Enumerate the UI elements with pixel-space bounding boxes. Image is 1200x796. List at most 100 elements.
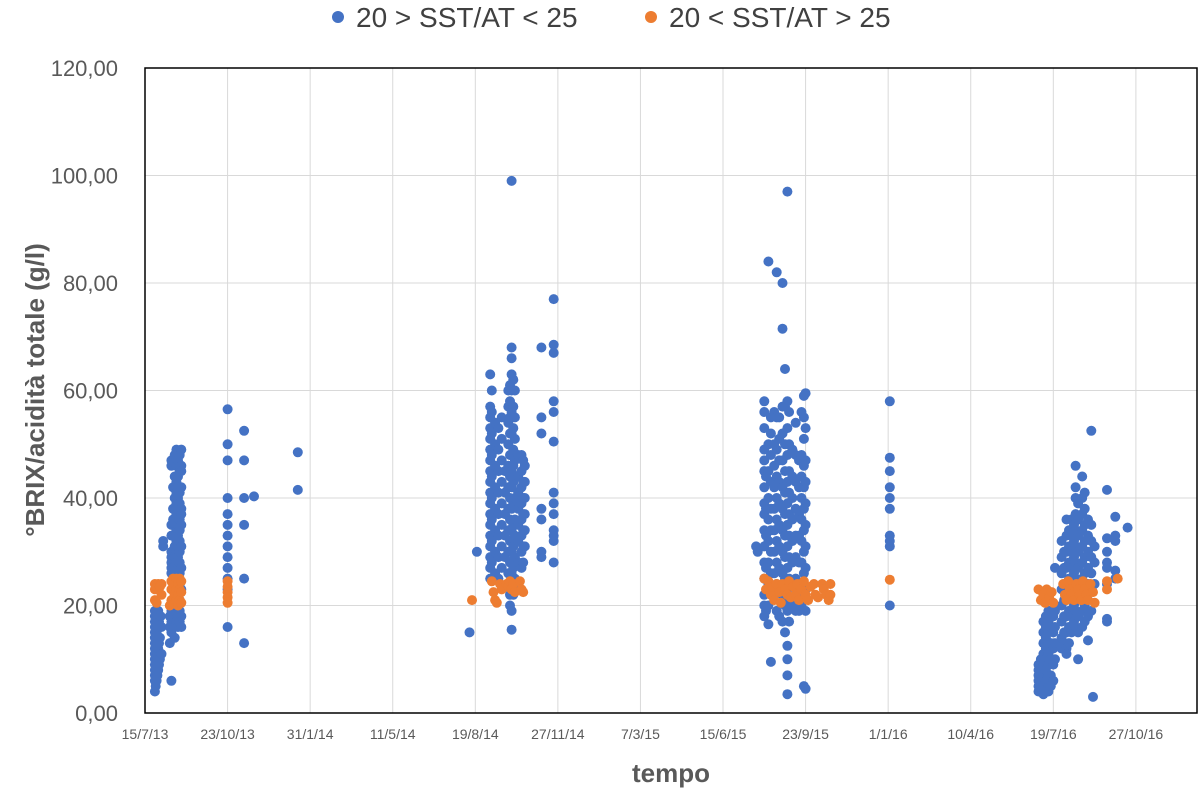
- data-point: [548, 294, 559, 305]
- data-point: [486, 471, 497, 482]
- data-point: [292, 447, 303, 458]
- data-point: [763, 256, 774, 267]
- data-point: [884, 466, 895, 477]
- data-point: [784, 616, 795, 627]
- data-point: [1102, 616, 1112, 627]
- data-point: [1070, 482, 1081, 493]
- data-point: [496, 498, 507, 509]
- data-point: [1070, 460, 1081, 471]
- data-point: [884, 600, 895, 611]
- data-point: [771, 444, 782, 455]
- data-point: [800, 519, 811, 530]
- data-point: [1073, 654, 1084, 665]
- data-point: [1102, 533, 1112, 544]
- data-point: [222, 552, 233, 563]
- data-point: [1086, 568, 1097, 579]
- data-point: [765, 656, 776, 667]
- data-point: [1110, 565, 1121, 576]
- x-tick-label: 27/10/16: [1109, 726, 1164, 742]
- data-point: [1112, 573, 1123, 584]
- data-point: [782, 423, 793, 434]
- data-point: [780, 627, 790, 638]
- data-point: [548, 407, 559, 417]
- data-point: [486, 385, 497, 396]
- data-point: [884, 541, 895, 552]
- x-tick-label: 27/11/14: [531, 726, 585, 742]
- data-point: [176, 519, 187, 530]
- data-point: [239, 519, 250, 530]
- data-point: [1088, 587, 1098, 598]
- series-1-points: [149, 175, 1133, 702]
- data-point: [548, 339, 559, 350]
- data-point: [509, 433, 520, 444]
- data-point: [176, 444, 187, 455]
- data-point: [176, 562, 187, 573]
- data-point: [471, 546, 482, 557]
- data-point: [536, 412, 547, 423]
- data-point: [884, 482, 895, 493]
- data-point: [1110, 511, 1121, 522]
- data-point: [1089, 541, 1100, 552]
- data-point: [1048, 597, 1059, 608]
- data-point: [782, 654, 793, 665]
- data-point: [775, 597, 786, 608]
- data-point: [519, 460, 530, 471]
- data-point: [155, 611, 166, 622]
- data-point: [1085, 579, 1096, 589]
- data-point: [759, 482, 770, 493]
- data-point: [777, 278, 788, 288]
- data-point: [518, 557, 529, 568]
- data-point: [884, 396, 895, 407]
- grid: [145, 68, 1197, 713]
- data-point: [222, 404, 233, 415]
- data-point: [800, 605, 811, 616]
- x-axis-title: tempo: [632, 758, 710, 788]
- data-point: [800, 498, 811, 509]
- data-point: [800, 541, 811, 552]
- x-tick-label: 23/9/15: [782, 726, 829, 742]
- data-point: [509, 385, 520, 396]
- data-point: [486, 557, 497, 568]
- data-point: [548, 498, 559, 509]
- data-point: [777, 323, 788, 334]
- data-point: [800, 423, 811, 434]
- data-point: [825, 579, 836, 589]
- legend-label-series-2: 20 < SST/AT > 25: [669, 2, 891, 33]
- data-point: [759, 423, 770, 434]
- data-point: [798, 433, 809, 444]
- data-point: [1063, 576, 1074, 587]
- data-point: [548, 436, 559, 447]
- data-point: [486, 493, 497, 503]
- data-point: [176, 622, 187, 632]
- data-point: [496, 541, 507, 552]
- data-point: [222, 541, 233, 552]
- data-point: [508, 401, 519, 412]
- data-point: [759, 455, 770, 466]
- data-point: [519, 493, 530, 503]
- data-point: [176, 482, 187, 493]
- data-point: [222, 493, 233, 503]
- data-point: [884, 452, 895, 463]
- data-point: [800, 388, 811, 399]
- data-point: [222, 519, 233, 530]
- data-point: [808, 579, 819, 589]
- data-point: [1048, 675, 1059, 686]
- data-point: [813, 592, 823, 603]
- x-tick-label: 19/7/16: [1030, 726, 1077, 742]
- data-point: [548, 536, 559, 546]
- data-point: [771, 267, 782, 278]
- data-point: [239, 573, 250, 584]
- data-point: [506, 353, 517, 364]
- data-point: [496, 562, 507, 573]
- data-point: [239, 425, 250, 436]
- data-point: [1086, 519, 1097, 530]
- data-point: [292, 484, 303, 495]
- data-point: [1102, 484, 1112, 495]
- data-point: [239, 493, 250, 503]
- data-point: [508, 374, 519, 385]
- data-point: [763, 536, 774, 546]
- data-point: [763, 557, 774, 568]
- data-point: [519, 476, 530, 487]
- data-point: [782, 186, 793, 197]
- data-point: [239, 638, 250, 649]
